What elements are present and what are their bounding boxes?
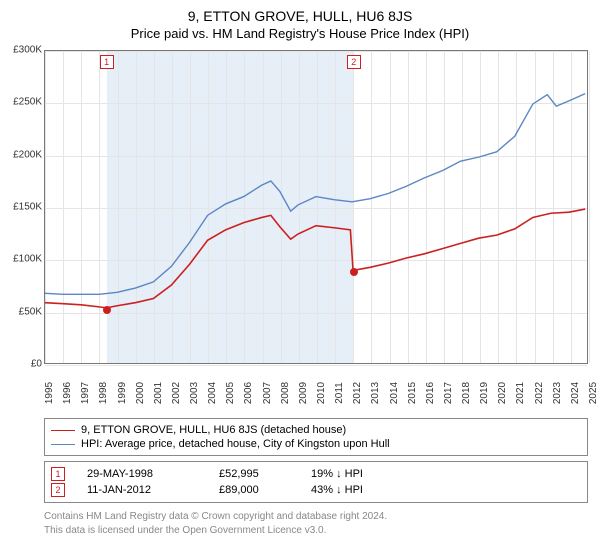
y-tick-label: £0 [31,359,42,370]
x-tick-label: 2016 [425,382,436,404]
sale-marker-badge: 1 [100,55,114,69]
sale-marker-dot [350,268,358,276]
x-tick-label: 1995 [44,382,55,404]
legend-swatch [51,430,75,431]
x-tick-label: 2014 [389,382,400,404]
chart-area: £0£50K£100K£150K£200K£250K£300K 12 19951… [0,50,600,410]
sale-row: 1 29-MAY-1998 £52,995 19% ↓ HPI [51,466,581,482]
legend-row: 9, ETTON GROVE, HULL, HU6 8JS (detached … [51,423,581,437]
sale-row-badge: 1 [51,467,65,481]
x-tick-label: 2005 [225,382,236,404]
x-tick-label: 1996 [62,382,73,404]
sale-marker-badge: 2 [347,55,361,69]
x-tick-label: 2012 [352,382,363,404]
attribution-footer: Contains HM Land Registry data © Crown c… [44,510,588,537]
series-hpi [45,94,585,295]
sale-row-diff: 43% ↓ HPI [311,484,363,496]
sale-row: 2 11-JAN-2012 £89,000 43% ↓ HPI [51,482,581,498]
chart-subtitle: Price paid vs. HM Land Registry's House … [0,24,600,41]
footer-line-2: This data is licensed under the Open Gov… [44,524,588,538]
x-tick-label: 2019 [479,382,490,404]
legend-swatch [51,444,75,445]
sale-row-diff: 19% ↓ HPI [311,468,363,480]
y-tick-label: £200K [13,149,42,160]
x-tick-label: 2008 [280,382,291,404]
x-tick-label: 2003 [189,382,200,404]
x-tick-label: 2006 [243,382,254,404]
legend-label: 9, ETTON GROVE, HULL, HU6 8JS (detached … [81,424,346,436]
chart-container: 9, ETTON GROVE, HULL, HU6 8JS Price paid… [0,0,600,560]
x-tick-label: 2024 [570,382,581,404]
x-tick-label: 2011 [334,382,345,404]
y-tick-label: £50K [19,306,42,317]
legend-label: HPI: Average price, detached house, City… [81,438,390,450]
y-tick-label: £100K [13,254,42,265]
x-tick-label: 2020 [497,382,508,404]
sale-row-price: £52,995 [219,468,289,480]
x-tick-label: 2004 [207,382,218,404]
x-tick-label: 2000 [135,382,146,404]
chart-title: 9, ETTON GROVE, HULL, HU6 8JS [0,0,600,24]
series-property [45,209,585,308]
sale-row-date: 11-JAN-2012 [87,484,197,496]
x-tick-label: 2018 [461,382,472,404]
legend: 9, ETTON GROVE, HULL, HU6 8JS (detached … [44,418,588,456]
sale-row-price: £89,000 [219,484,289,496]
gridline-v [589,51,590,363]
x-tick-label: 2002 [171,382,182,404]
x-tick-label: 1997 [80,382,91,404]
y-tick-label: £150K [13,202,42,213]
series-svg [45,51,587,363]
x-tick-label: 2001 [153,382,164,404]
x-tick-label: 2017 [443,382,454,404]
x-tick-label: 2023 [552,382,563,404]
y-axis-labels: £0£50K£100K£150K£200K£250K£300K [0,50,44,410]
sales-table: 1 29-MAY-1998 £52,995 19% ↓ HPI 2 11-JAN-2012… [44,461,588,503]
x-tick-label: 2022 [534,382,545,404]
x-tick-label: 2007 [262,382,273,404]
x-tick-label: 2009 [298,382,309,404]
y-tick-label: £300K [13,45,42,56]
plot-area: 12 [44,50,588,364]
footer-line-1: Contains HM Land Registry data © Crown c… [44,510,588,524]
x-tick-label: 2025 [588,382,599,404]
x-tick-label: 2021 [515,382,526,404]
x-tick-label: 2013 [370,382,381,404]
y-tick-label: £250K [13,97,42,108]
sale-marker-dot [103,306,111,314]
sale-row-badge: 2 [51,483,65,497]
x-tick-label: 2015 [407,382,418,404]
x-tick-label: 1998 [98,382,109,404]
x-axis-labels: 1995 1996 1997 1998 1999 2000 2001 2002 2003 2004… [44,364,588,410]
x-tick-label: 2010 [316,382,327,404]
legend-row: HPI: Average price, detached house, City… [51,437,581,451]
sale-row-date: 29-MAY-1998 [87,468,197,480]
x-tick-label: 1999 [117,382,128,404]
